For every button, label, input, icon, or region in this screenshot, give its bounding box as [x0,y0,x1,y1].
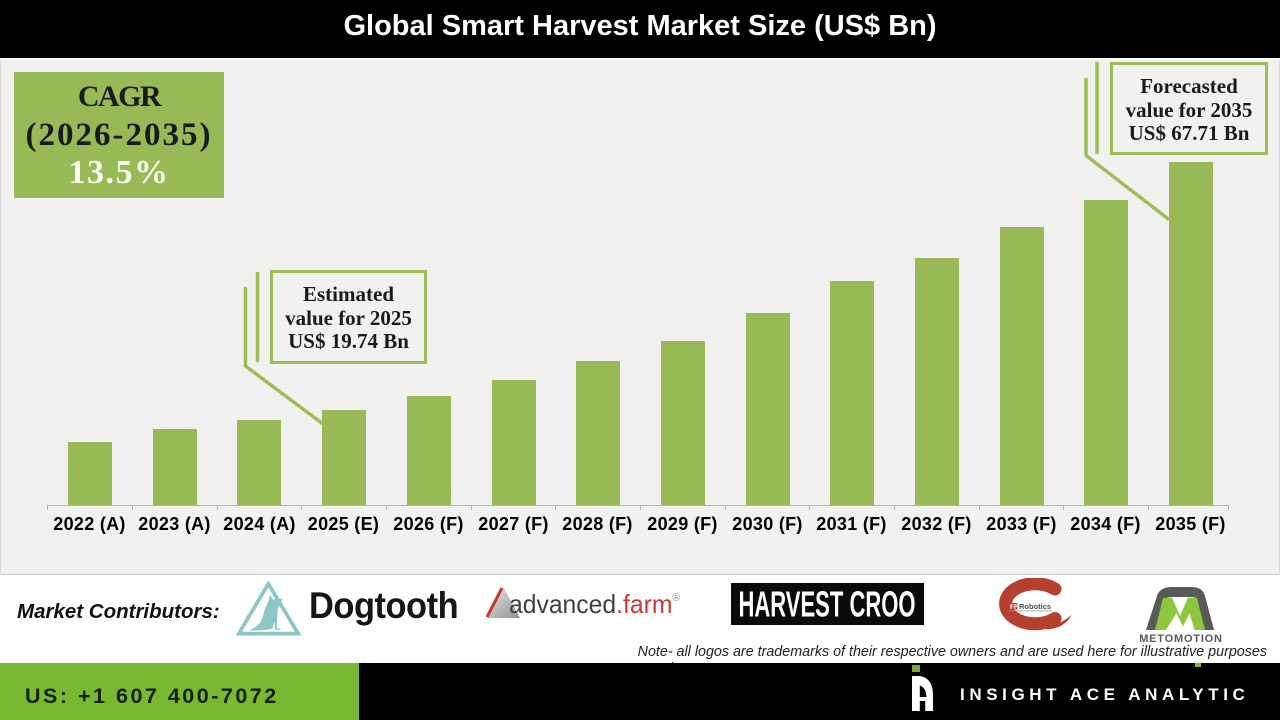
svg-text:FF: FF [1010,604,1018,611]
svg-text:HARVEST CROO: HARVEST CROO [739,584,916,625]
svg-text:Robotics: Robotics [1019,602,1051,611]
